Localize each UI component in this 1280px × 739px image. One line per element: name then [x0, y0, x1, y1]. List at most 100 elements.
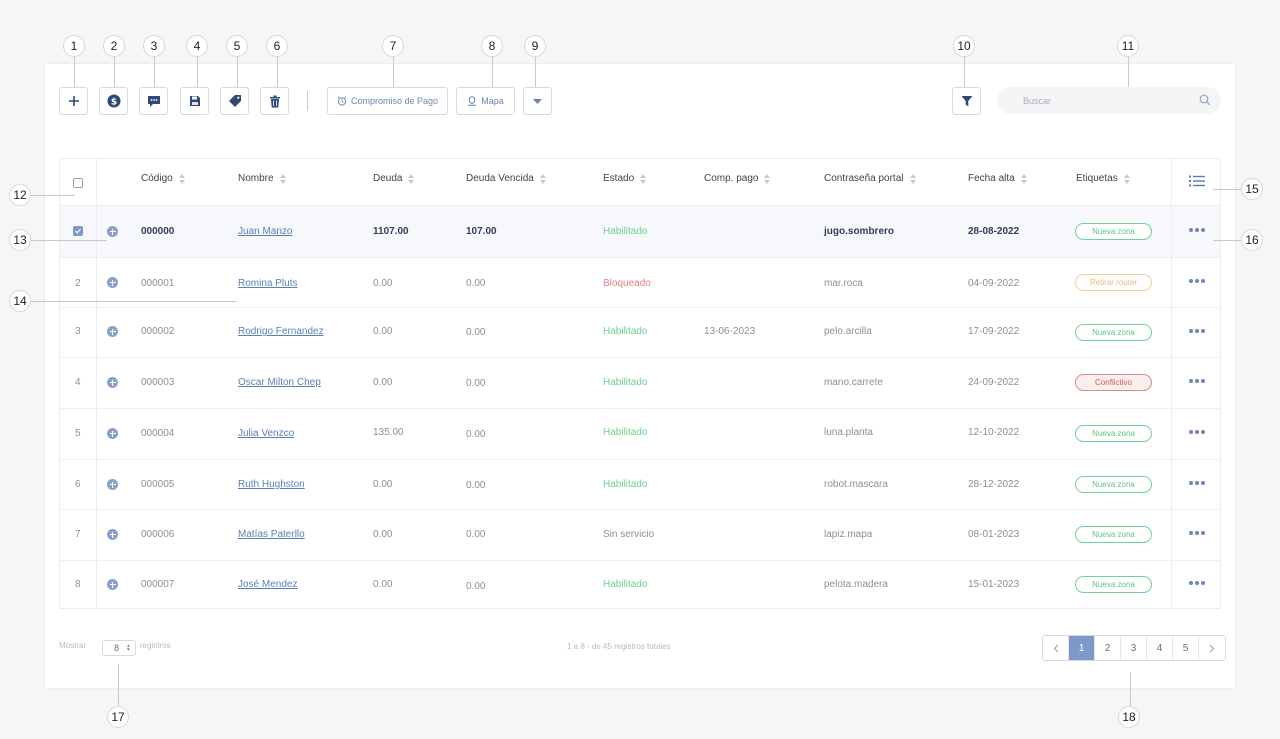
- column-header-label: Nombre: [238, 173, 274, 184]
- prev-page-button[interactable]: [1043, 636, 1069, 660]
- table-row[interactable]: 3 000002 Rodrigo Fernandez 0.00 0.00 Hab…: [60, 308, 1220, 357]
- column-header-code[interactable]: Código: [141, 173, 185, 184]
- expand-row-icon[interactable]: [107, 326, 118, 337]
- callout-11: 11: [1117, 35, 1139, 57]
- tag-badge[interactable]: Nueva zona: [1075, 324, 1152, 341]
- page-button-4[interactable]: 4: [1147, 636, 1173, 660]
- sort-icon[interactable]: [1123, 173, 1130, 184]
- sort-icon[interactable]: [1020, 173, 1027, 184]
- row-more-icon[interactable]: [1189, 379, 1205, 383]
- portal-password-cell: robot.mascara: [824, 479, 888, 490]
- payment-commitment-label: Compromiso de Pago: [350, 96, 439, 106]
- more-options-dropdown[interactable]: [523, 87, 552, 115]
- table-row[interactable]: 000000 Juan Manzo 1107.00 107.00 Habilit…: [60, 206, 1220, 257]
- tag-icon: [228, 95, 241, 107]
- expand-row-icon[interactable]: [107, 428, 118, 439]
- client-name-link[interactable]: Ruth Hughston: [238, 479, 305, 490]
- payment-button[interactable]: $: [99, 87, 128, 115]
- tag-badge[interactable]: Nueva zona: [1075, 476, 1152, 493]
- expand-row-icon[interactable]: [107, 226, 118, 237]
- page-button-1[interactable]: 1: [1069, 636, 1095, 660]
- client-name-link[interactable]: Romina Pluts: [238, 278, 298, 289]
- column-header-overdue-debt[interactable]: Deuda Vencida: [466, 173, 546, 184]
- sort-icon[interactable]: [909, 173, 916, 184]
- sort-icon[interactable]: [279, 173, 286, 184]
- column-header-tags[interactable]: Etiquetas: [1076, 173, 1130, 184]
- sort-icon[interactable]: [408, 173, 415, 184]
- row-more-icon[interactable]: [1189, 481, 1205, 485]
- expand-row-icon[interactable]: [107, 479, 118, 490]
- sort-icon[interactable]: [539, 173, 546, 184]
- expand-row-icon[interactable]: [107, 377, 118, 388]
- column-header-status[interactable]: Estado: [603, 173, 647, 184]
- expand-row-icon[interactable]: [107, 277, 118, 288]
- records-summary: 1 a 8 - de 45 registros totales: [567, 642, 671, 651]
- column-header-portal-password[interactable]: Contraseña portal: [824, 173, 916, 184]
- column-header-name[interactable]: Nombre: [238, 173, 286, 184]
- row-more-icon[interactable]: [1189, 430, 1205, 434]
- sort-icon[interactable]: [178, 173, 185, 184]
- next-page-button[interactable]: [1199, 636, 1225, 660]
- callout-15: 15: [1241, 178, 1263, 200]
- expand-row-icon[interactable]: [107, 579, 118, 590]
- map-button[interactable]: Mapa: [456, 87, 515, 115]
- table-row[interactable]: 4 000003 Oscar Milton Chep 0.00 0.00 Hab…: [60, 358, 1220, 408]
- page-button-3[interactable]: 3: [1121, 636, 1147, 660]
- search-icon[interactable]: [1199, 94, 1211, 106]
- page-button-5[interactable]: 5: [1173, 636, 1199, 660]
- page-size-select[interactable]: 8 ▲ ▼: [102, 640, 136, 656]
- tag-badge[interactable]: Conflictivo: [1075, 374, 1152, 391]
- column-header-signup-date[interactable]: Fecha alta: [968, 173, 1027, 184]
- debt-cell: 0.00: [373, 529, 393, 540]
- sort-icon[interactable]: [640, 173, 647, 184]
- delete-button[interactable]: [260, 87, 289, 115]
- column-header-debt[interactable]: Deuda: [373, 173, 415, 184]
- save-button[interactable]: [180, 87, 209, 115]
- row-more-icon[interactable]: [1189, 279, 1205, 283]
- tag-badge[interactable]: Nueva zona: [1075, 425, 1152, 442]
- tag-badge[interactable]: Nueva zona: [1075, 223, 1152, 240]
- alarm-clock-icon: [337, 96, 347, 106]
- table-row[interactable]: 8 000007 José Mendez 0.00 0.00 Habilitad…: [60, 561, 1220, 608]
- plus-icon: [68, 96, 79, 106]
- filter-button[interactable]: [952, 87, 981, 115]
- message-button[interactable]: [139, 87, 168, 115]
- code-cell: 000004: [141, 428, 175, 439]
- add-button[interactable]: [59, 87, 88, 115]
- client-name-link[interactable]: Rodrigo Fernandez: [238, 326, 324, 337]
- row-more-icon[interactable]: [1189, 531, 1205, 535]
- client-name-link[interactable]: José Mendez: [238, 579, 298, 590]
- tag-badge[interactable]: Nueva zona: [1075, 576, 1152, 593]
- table-row[interactable]: 6 000005 Ruth Hughston 0.00 0.00 Habilit…: [60, 460, 1220, 509]
- sort-icon[interactable]: [764, 173, 771, 184]
- row-more-icon[interactable]: [1189, 329, 1205, 333]
- client-name-link[interactable]: Matías Paterllo: [238, 529, 305, 540]
- list-icon[interactable]: [1189, 175, 1205, 187]
- status-cell: Habilitado: [603, 479, 648, 490]
- tag-badge[interactable]: Retirar router: [1075, 274, 1152, 291]
- row-index: 8: [75, 579, 81, 590]
- payment-commitment-button[interactable]: Compromiso de Pago: [327, 87, 448, 115]
- tag-badge[interactable]: Nueva zona: [1075, 526, 1152, 543]
- client-name-link[interactable]: Julia Venzco: [238, 428, 295, 439]
- row-more-icon[interactable]: [1189, 581, 1205, 585]
- toolbar-divider: [307, 91, 308, 111]
- tag-button[interactable]: [220, 87, 249, 115]
- select-all-checkbox[interactable]: [73, 178, 83, 188]
- table-row[interactable]: 5 000004 Julia Venzco 135.00 0.00 Habili…: [60, 409, 1220, 459]
- map-pin-icon: [468, 96, 477, 106]
- status-cell: Bloqueado: [603, 278, 651, 289]
- row-checkbox[interactable]: [73, 226, 83, 236]
- client-name-link[interactable]: Juan Manzo: [238, 226, 293, 237]
- client-name-link[interactable]: Oscar Milton Chep: [238, 377, 321, 388]
- search-input[interactable]: [997, 87, 1187, 114]
- page-button-2[interactable]: 2: [1095, 636, 1121, 660]
- row-more-icon[interactable]: [1189, 228, 1205, 232]
- expand-row-icon[interactable]: [107, 529, 118, 540]
- table-row[interactable]: 2 000001 Romina Pluts 0.00 0.00 Bloquead…: [60, 258, 1220, 307]
- row-index: 4: [75, 377, 81, 388]
- chevron-right-icon: [1209, 644, 1215, 652]
- column-header-payment-commitment[interactable]: Comp. pago: [704, 173, 771, 184]
- status-cell: Sin servicio: [603, 529, 655, 540]
- table-row[interactable]: 7 000006 Matías Paterllo 0.00 0.00 Sin s…: [60, 510, 1220, 560]
